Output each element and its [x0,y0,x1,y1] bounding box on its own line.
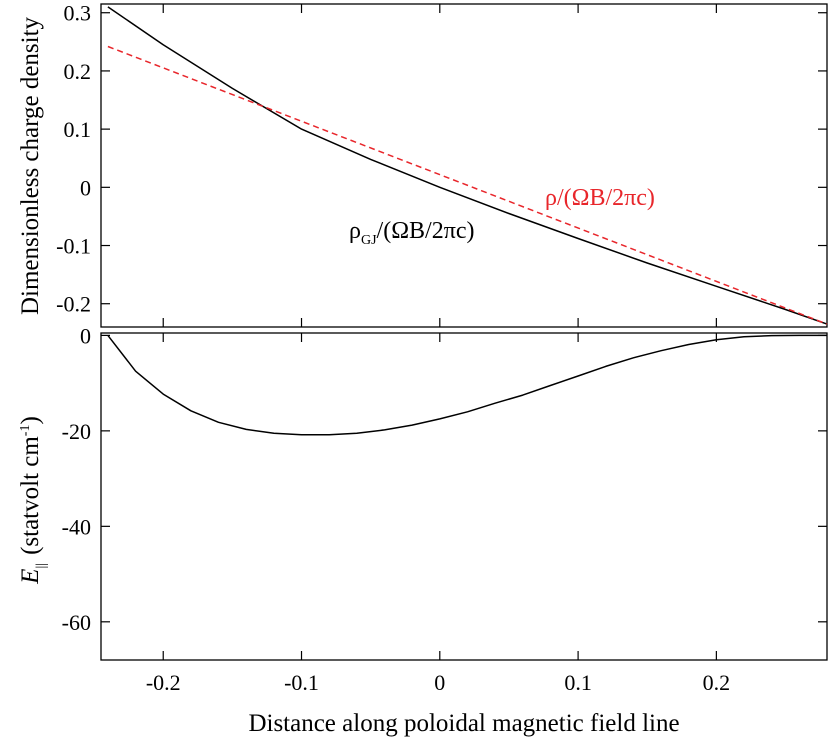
top-series [107,6,828,325]
y-tick-label: 0 [80,175,91,200]
y-tick-label: 0.3 [64,1,92,26]
bottom-y-axis-title-sup: -1 [18,425,33,437]
rho-gj-label: ρGJ/(ΩB/2πc) [349,218,474,248]
y-tick-label: -0.1 [56,234,91,259]
series-line-E_parallel [107,334,827,436]
x-tick-label: -0.2 [146,670,181,695]
y-tick-label: 0.2 [64,59,92,84]
y-tick-label: 0.1 [64,117,92,142]
top-panel: -0.2-0.100.10.20.3 ρ/(ΩB/2πc) ρGJ/(ΩB/2π… [17,1,828,328]
y-tick-label: 0 [80,323,91,348]
x-tick-label: -0.1 [284,670,319,695]
series-line-rho [107,45,828,325]
x-tick-label: 0.1 [564,670,592,695]
top-plot-frame [100,3,828,328]
x-tick-label: 0 [434,670,445,695]
x-axis-title: Distance along poloidal magnetic field l… [248,710,679,737]
bottom-y-axis-title-main: E [17,569,44,585]
series-line-rho_GJ [107,6,828,325]
top-y-axis-title: Dimensionless charge density [17,16,44,315]
bottom-y-axis-title-sub: || [34,563,49,569]
bottom-y-axis-title-rest: (statvolt cm [17,436,44,555]
rho-gj-label-sub: GJ [361,233,377,248]
rho-gj-label-main: ρ [349,218,361,244]
bottom-ticks: -0.2 -0.1 0 0.1 0.2 -60 -40 -20 0 [62,323,827,695]
rho-label: ρ/(ΩB/2πc) [545,185,655,211]
y-tick-label: -60 [62,610,91,635]
bottom-plot-frame [100,332,828,661]
bottom-y-axis-title-close: ) [17,416,44,424]
y-tick-label: -20 [62,419,91,444]
top-ticks: -0.2 -0.1 0 0.1 0.2 0.3 [56,1,827,327]
bottom-series [107,334,827,436]
bottom-panel: -0.2 -0.1 0 0.1 0.2 -60 -40 -20 0 E|| (statvolt c… [17,323,828,737]
x-tick-label: 0.2 [703,670,731,695]
y-tick-label: -0.2 [56,292,91,317]
rho-gj-label-rest: /(ΩB/2πc) [377,218,475,244]
y-tick-label: -40 [62,514,91,539]
bottom-y-axis-title: E|| (statvolt cm-1) [17,416,49,585]
